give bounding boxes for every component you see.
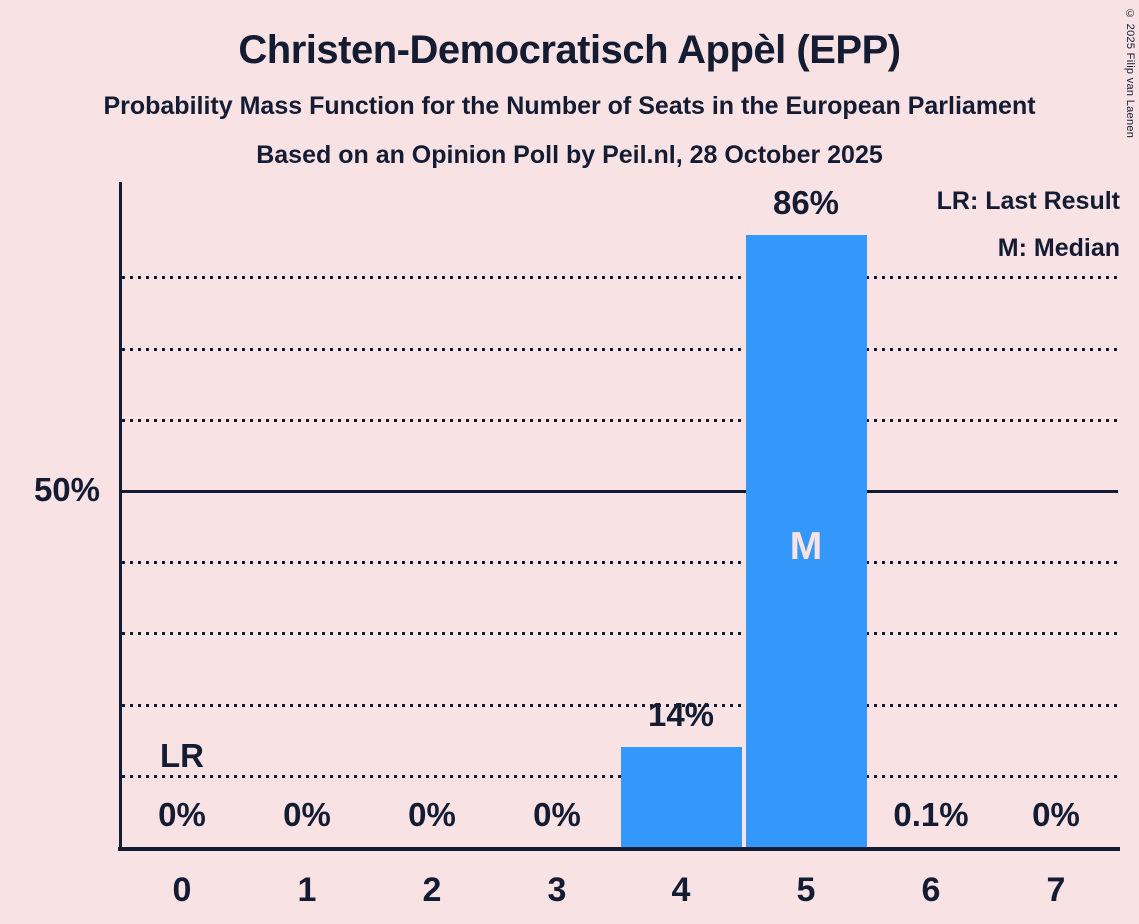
x-tick-3: 3 [547,871,567,909]
last-result-marker: LR [160,737,204,774]
gridline-20pct [122,704,1118,707]
chart-title: Christen-Democratisch Appèl (EPP) [238,28,901,72]
value-label-seat-5: 86% [772,184,840,221]
x-tick-6: 6 [921,871,941,909]
gridline-70pct [122,348,1118,351]
value-label-seat-7: 0% [1032,796,1080,833]
y-axis-50-label: 50% [33,471,100,508]
value-label-seat-2: 0% [408,796,456,833]
chart-source-line: Based on an Opinion Poll by Peil.nl, 28 … [256,141,883,169]
x-axis-line [118,847,1120,851]
copyright-notice: © 2025 Filip van Laenen [1124,8,1136,139]
value-label-seat-1: 0% [283,796,331,833]
gridline-solid-50pct [122,490,1118,493]
value-label-seat-4: 14% [647,696,715,733]
value-label-seat-3: 0% [533,796,581,833]
x-tick-0: 0 [172,871,192,909]
gridline-60pct [122,419,1118,422]
x-tick-7: 7 [1046,871,1066,909]
x-tick-1: 1 [297,871,317,909]
gridline-80pct [122,276,1118,279]
chart-subtitle: Probability Mass Function for the Number… [103,92,1036,120]
x-tick-4: 4 [671,871,691,909]
bar-seat-5 [746,235,867,847]
gridline-40pct [122,561,1118,564]
gridline-10pct [122,775,1118,778]
median-marker: M [789,525,823,568]
x-tick-2: 2 [422,871,442,909]
y-axis-line [119,182,122,851]
legend-median: M: Median [997,234,1120,262]
legend-last-result: LR: Last Result [936,187,1120,215]
bar-seat-4 [621,747,742,847]
value-label-seat-0: 0% [158,796,206,833]
value-label-seat-6: 0.1% [893,796,969,833]
gridline-30pct [122,632,1118,635]
x-tick-5: 5 [796,871,816,909]
